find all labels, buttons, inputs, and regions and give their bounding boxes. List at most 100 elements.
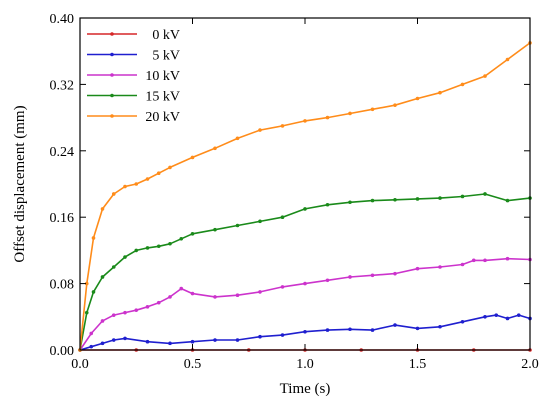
data-point — [89, 344, 94, 349]
data-point — [100, 319, 105, 323]
legend-item: 20 kV — [87, 110, 180, 125]
data-point — [460, 319, 465, 324]
legend-item: 5 kV — [87, 49, 180, 64]
data-point — [134, 182, 139, 186]
data-point — [123, 310, 127, 315]
data-point — [89, 331, 94, 336]
data-point — [370, 107, 375, 112]
data-point — [134, 308, 139, 312]
data-point — [393, 103, 397, 107]
data-point — [393, 271, 397, 276]
y-tick-label: 0.24 — [50, 145, 75, 160]
data-point — [111, 192, 116, 196]
data-point — [483, 315, 487, 319]
data-point — [415, 197, 420, 201]
data-point — [325, 328, 330, 332]
data-point — [156, 244, 161, 249]
legend-label: 10 kV — [145, 69, 180, 84]
data-point — [190, 339, 195, 344]
series-4 — [78, 41, 532, 352]
data-point — [179, 236, 184, 241]
data-point — [370, 198, 375, 203]
data-point — [213, 227, 217, 232]
data-point — [415, 96, 420, 101]
legend-marker — [110, 52, 114, 57]
data-point — [280, 124, 285, 128]
data-point — [471, 258, 476, 263]
data-point — [438, 90, 442, 95]
data-point — [348, 111, 352, 116]
data-point — [438, 196, 442, 200]
data-point — [370, 328, 375, 332]
data-point — [168, 341, 172, 346]
legend-marker — [110, 93, 114, 98]
series-1 — [78, 313, 532, 352]
data-point — [505, 316, 510, 321]
data-point — [190, 291, 195, 296]
data-point — [370, 273, 375, 278]
data-point — [303, 281, 307, 286]
data-point — [145, 246, 150, 250]
data-point — [348, 327, 352, 332]
y-tick-label: 0.40 — [50, 12, 75, 27]
data-point — [258, 290, 262, 294]
x-axis-title: Time (s) — [280, 381, 331, 397]
plot-frame — [79, 17, 531, 351]
series-line — [79, 193, 531, 351]
x-tick-label: 0.0 — [71, 357, 89, 372]
data-point — [505, 256, 510, 261]
data-point — [111, 265, 116, 269]
legend-label: 20 kV — [145, 110, 180, 125]
data-point — [516, 313, 521, 317]
data-point — [415, 266, 420, 271]
legend-marker — [110, 114, 114, 118]
legend-item: 15 kV — [87, 90, 180, 105]
data-point — [393, 323, 397, 327]
data-point — [280, 215, 285, 219]
data-point — [258, 128, 262, 132]
data-point — [235, 293, 240, 298]
data-point — [91, 290, 96, 294]
data-point — [494, 313, 499, 317]
data-point — [325, 115, 330, 120]
data-point — [438, 324, 442, 329]
series-layer — [78, 41, 532, 352]
data-point — [280, 285, 285, 289]
data-point — [123, 336, 127, 341]
data-point — [415, 326, 420, 331]
x-tick-label: 0.5 — [184, 357, 202, 372]
y-tick-label: 0.00 — [50, 344, 75, 359]
x-tick-label: 1.0 — [296, 357, 314, 372]
data-point — [213, 338, 217, 342]
data-point — [134, 248, 139, 253]
y-tick-label: 0.16 — [50, 211, 75, 226]
data-point — [325, 278, 330, 283]
data-point — [505, 57, 510, 62]
data-point — [123, 184, 127, 189]
series-line — [79, 42, 531, 351]
ticks-layer: 0.0 0.5 1.0 1.5 2.0 0.00 0.08 0.16 0.24 0.32 0.40 — [50, 12, 539, 372]
data-point — [348, 200, 352, 205]
data-point — [168, 241, 172, 246]
data-point — [258, 219, 262, 224]
data-point — [213, 146, 217, 151]
data-point — [235, 136, 240, 141]
series-line — [79, 257, 531, 351]
data-point — [100, 341, 105, 346]
data-point — [303, 119, 307, 123]
data-point — [84, 310, 89, 315]
data-point — [393, 197, 397, 202]
data-point — [100, 207, 105, 211]
y-axis-title: Offset displacement (mm) — [12, 105, 28, 262]
data-point — [145, 339, 150, 344]
x-tick-label: 1.5 — [409, 357, 427, 372]
data-point — [460, 262, 465, 267]
y-tick-label: 0.08 — [50, 278, 75, 293]
data-point — [348, 275, 352, 279]
legend-marker — [110, 32, 114, 36]
data-point — [438, 265, 442, 269]
y-tick-label: 0.32 — [50, 78, 75, 93]
data-point — [258, 334, 262, 339]
data-point — [156, 171, 161, 176]
data-point — [505, 198, 510, 203]
